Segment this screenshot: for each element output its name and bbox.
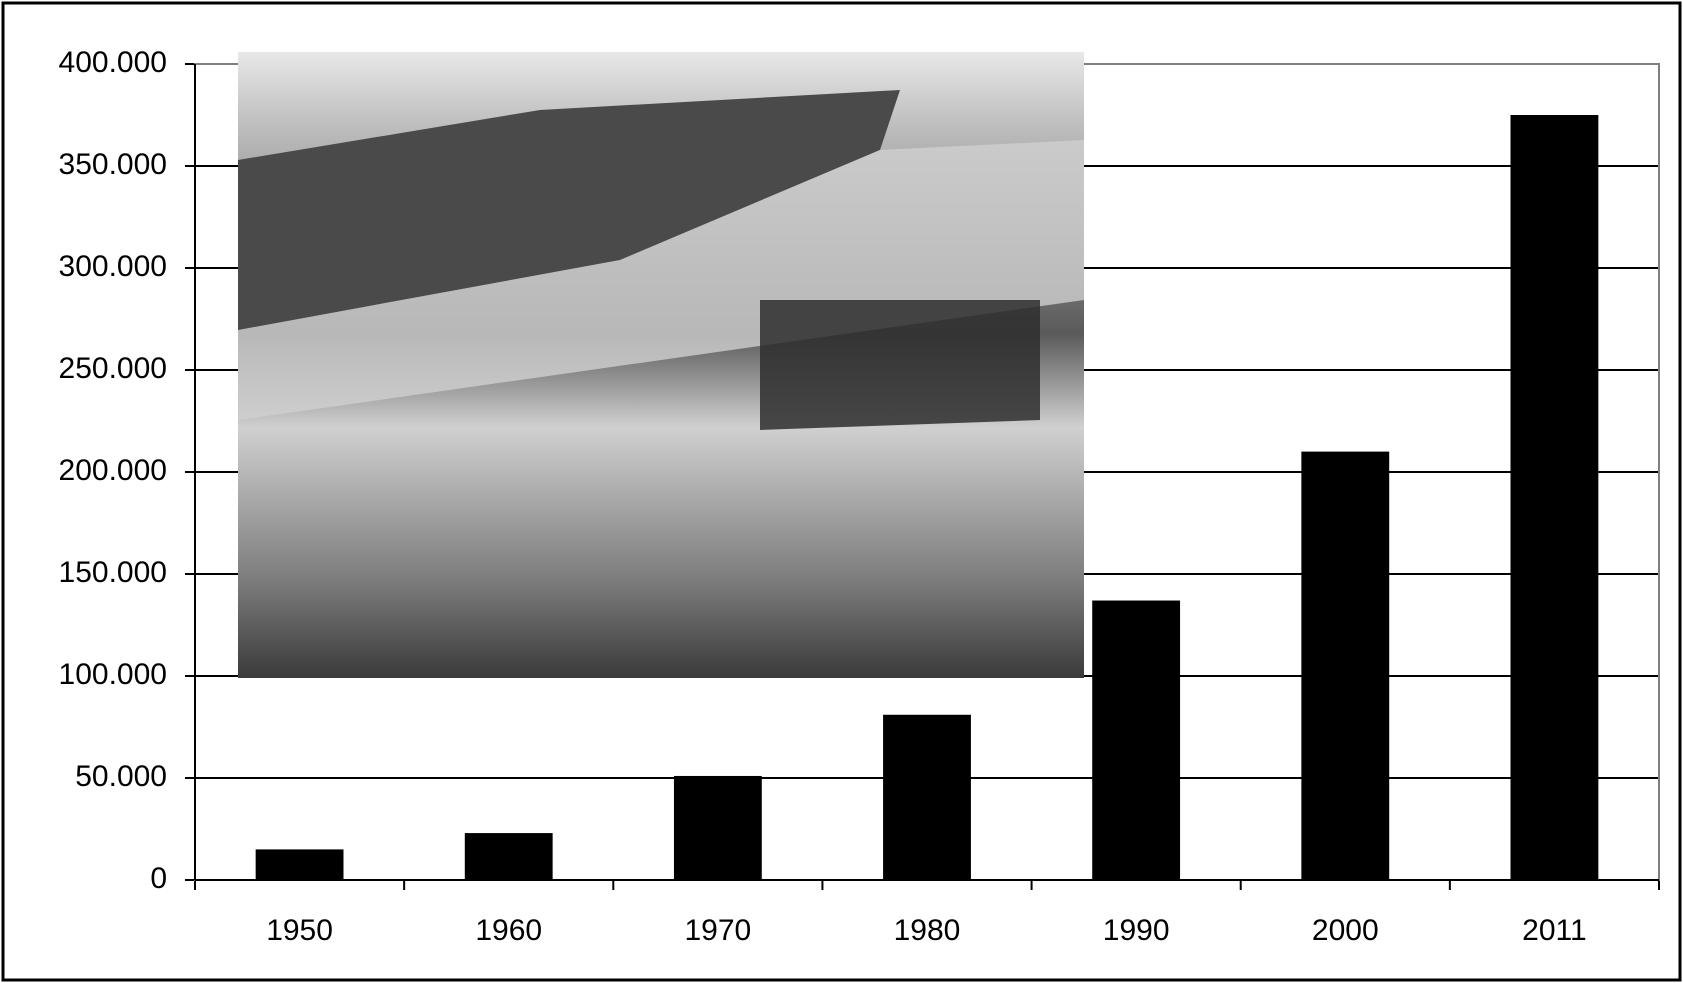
x-tick-label: 1950 [266,914,333,947]
photo-bank [238,90,900,330]
x-tick-label: 1990 [1103,914,1170,947]
photo-cart [760,300,1040,430]
photo [238,52,1084,678]
y-tick-label: 250.000 [59,352,167,385]
bar [1301,451,1390,880]
y-tick-label: 100.000 [59,658,167,691]
bar [464,833,553,880]
x-tick-label: 1970 [684,914,751,947]
bar [1510,115,1599,880]
y-tick-label: 0 [150,862,167,895]
bar [883,714,971,880]
bar [255,849,344,880]
x-tick-label: 2000 [1312,914,1379,947]
x-tick-label: 1980 [894,914,961,947]
bar [1092,600,1181,880]
y-tick-label: 350.000 [59,148,167,181]
y-tick-label: 200.000 [59,454,167,487]
y-tick-label: 150.000 [59,556,167,589]
y-tick-label: 400.000 [59,46,167,79]
x-tick-label: 2011 [1522,914,1587,947]
y-tick-label: 50.000 [75,760,167,793]
y-tick-label: 300.000 [59,250,167,283]
bar [673,775,762,880]
x-tick-label: 1960 [475,914,542,947]
photo-water [238,140,1084,420]
